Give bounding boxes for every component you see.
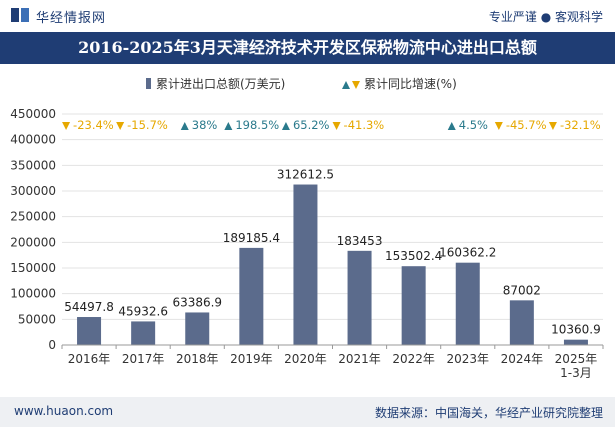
bars: 54497.8 45932.6 63386.9 189185.4 312612.5 183… bbox=[64, 168, 601, 345]
growth-value-label: 38% bbox=[192, 118, 218, 132]
legend-bar-swatch bbox=[146, 78, 151, 89]
x-tick-label: 2025年 1-3月 bbox=[555, 352, 598, 380]
x-tick-label: 2022年 bbox=[392, 352, 435, 366]
growth-up-triangle-icon bbox=[224, 122, 233, 130]
growth-up-triangle-icon bbox=[180, 122, 189, 130]
growth-value-label: -45.7% bbox=[506, 118, 547, 132]
bar bbox=[509, 300, 534, 345]
huajing-logo-icon bbox=[11, 8, 29, 22]
bar bbox=[293, 184, 318, 345]
bar-value-label: 54497.8 bbox=[64, 300, 114, 314]
growth-value-label: 4.5% bbox=[459, 118, 488, 132]
x-tick-label: 2019年 bbox=[230, 352, 273, 366]
x-tick-label: 2018年 bbox=[176, 352, 219, 366]
bar-value-label: 312612.5 bbox=[277, 168, 334, 182]
x-tick-label: 2023年 bbox=[446, 352, 489, 366]
growth-up-triangle-icon bbox=[281, 122, 290, 130]
growth-value-label: -41.3% bbox=[344, 118, 385, 132]
bar bbox=[347, 250, 372, 345]
legend: 累计进出口总额(万美元) 累计同比增速(%) bbox=[146, 77, 457, 91]
x-tick-label: 2024年 bbox=[501, 352, 544, 366]
bar-value-label: 10360.9 bbox=[551, 323, 601, 337]
growth-value-label: -32.1% bbox=[560, 118, 601, 132]
bar bbox=[77, 317, 102, 345]
bar-value-label: 63386.9 bbox=[172, 295, 222, 309]
brand-slogan: 专业严谨 ● 客观科学 bbox=[488, 10, 603, 24]
growth-value-label: -15.7% bbox=[127, 118, 168, 132]
y-tick-label: 300000 bbox=[10, 184, 56, 198]
y-tick-label: 250000 bbox=[10, 210, 56, 224]
growth-down-triangle-icon bbox=[116, 122, 125, 130]
bar bbox=[185, 312, 210, 345]
y-axis: 0 50000 100000 150000 200000 250000 300000 3500… bbox=[10, 107, 56, 352]
chart-title: 2016-2025年3月天津经济技术开发区保税物流中心进出口总额 bbox=[78, 38, 537, 57]
brand-name: 华经情报网 bbox=[36, 11, 107, 26]
y-tick-label: 450000 bbox=[10, 107, 56, 121]
legend-bar-label: 累计进出口总额(万美元) bbox=[156, 77, 285, 91]
y-tick-label: 350000 bbox=[10, 158, 56, 172]
x-tick-label: 2017年 bbox=[122, 352, 165, 366]
bar bbox=[239, 247, 264, 345]
growth-down-triangle-icon bbox=[494, 122, 503, 130]
x-tick-label: 2021年 bbox=[338, 352, 381, 366]
growth-up-triangle-icon bbox=[447, 122, 456, 130]
title-bar: 2016-2025年3月天津经济技术开发区保税物流中心进出口总额 bbox=[0, 32, 615, 64]
growth-down-triangle-icon bbox=[548, 122, 557, 130]
bar-value-label: 45932.6 bbox=[118, 304, 168, 318]
bar bbox=[563, 339, 588, 345]
bar-value-label: 160362.2 bbox=[439, 246, 496, 260]
x-tick-label: 2020年 bbox=[284, 352, 327, 366]
bar bbox=[401, 266, 426, 345]
y-tick-label: 400000 bbox=[10, 133, 56, 147]
y-tick-label: 100000 bbox=[10, 287, 56, 301]
growth-value-label: 198.5% bbox=[235, 118, 279, 132]
y-tick-label: 50000 bbox=[18, 312, 56, 326]
bar-value-label: 153502.4 bbox=[385, 249, 442, 263]
growth-labels: -23.4% -15.7% 38% 198.5% 65.2% -41.3% 4.5% -45.… bbox=[62, 118, 601, 132]
bar bbox=[455, 262, 480, 345]
y-tick-label: 150000 bbox=[10, 261, 56, 275]
growth-down-triangle-icon bbox=[62, 122, 71, 130]
footer-source: 数据来源：中国海关，华经产业研究院整理 bbox=[374, 406, 603, 420]
bar-value-label: 189185.4 bbox=[223, 231, 280, 245]
x-axis: 2016年 2017年 2018年 2019年 2020年 2021年 2022年 2023年… bbox=[61, 344, 604, 380]
footer-website: www.huaon.com bbox=[14, 404, 114, 418]
y-tick-label: 0 bbox=[48, 338, 56, 352]
bar-value-label: 183453 bbox=[337, 234, 383, 248]
growth-value-label: -23.4% bbox=[73, 118, 114, 132]
y-tick-label: 200000 bbox=[10, 235, 56, 249]
x-tick-label: 2016年 bbox=[68, 352, 111, 366]
chart: 累计进出口总额(万美元) 累计同比增速(%) 0 50000 100000 15000… bbox=[10, 77, 604, 380]
legend-down-triangle-icon bbox=[352, 81, 360, 89]
footer: www.huaon.com 数据来源：中国海关，华经产业研究院整理 bbox=[0, 397, 615, 427]
grid bbox=[62, 113, 603, 346]
growth-value-label: 65.2% bbox=[293, 118, 330, 132]
top-bar: 华经情报网 专业严谨 ● 客观科学 bbox=[0, 0, 615, 30]
legend-growth-label: 累计同比增速(%) bbox=[364, 77, 457, 91]
growth-down-triangle-icon bbox=[332, 122, 341, 130]
legend-up-triangle-icon bbox=[342, 81, 350, 89]
bar-value-label: 87002 bbox=[503, 283, 541, 297]
bar bbox=[131, 321, 156, 345]
